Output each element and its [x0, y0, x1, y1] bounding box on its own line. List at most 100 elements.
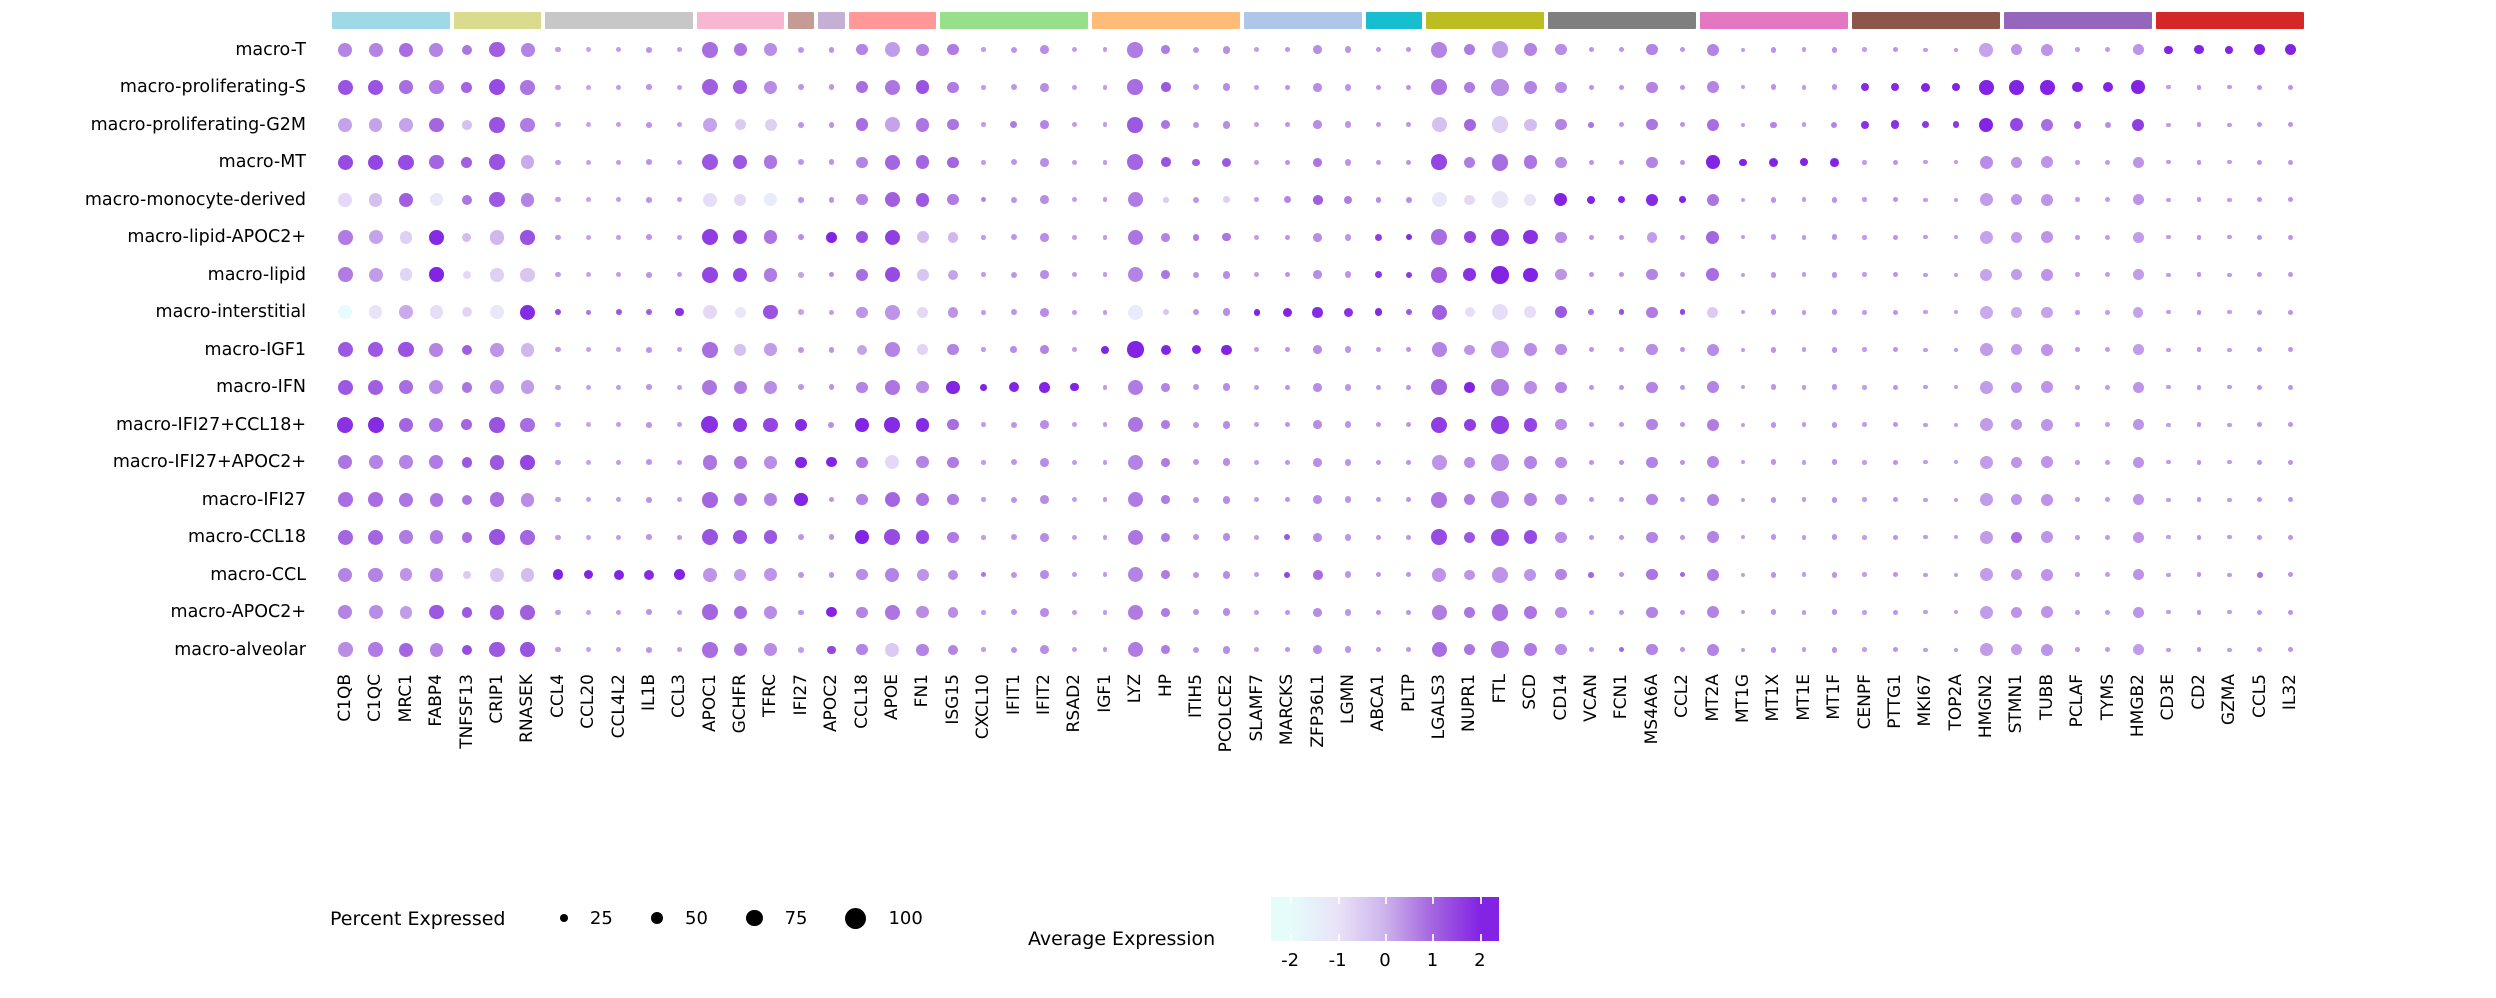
gene-label-cell-PCLAF: PCLAF [2062, 674, 2092, 727]
dot-row-macro-interstitial [330, 294, 2305, 332]
dot-macro-IFI27+CCL18+-C1QB [330, 406, 360, 444]
dot-macro-monocyte-derived-CCL18 [847, 181, 877, 219]
dot-macro-lipid-CCL4L2 [604, 256, 634, 294]
dot-macro-monocyte-derived-CXCL10 [968, 181, 998, 219]
gene-label-PCLAF: PCLAF [2067, 674, 2088, 728]
dot-macro-IGF1-MARCKS [1272, 331, 1302, 369]
dot-macro-proliferating-S-TFRC [755, 69, 785, 107]
dot-macro-MT-IFIT2 [1029, 144, 1059, 182]
dot-macro-MT-CCL4L2 [604, 144, 634, 182]
dot-macro-APOC2+-MT1E [1789, 594, 1819, 632]
dot-macro-lipid-LYZ [1120, 256, 1150, 294]
dot-macro-monocyte-derived-MKI67 [1910, 181, 1940, 219]
dot-macro-monocyte-derived-ABCA1 [1363, 181, 1393, 219]
dot-macro-IFI27+APOC2+-CRIP1 [482, 444, 512, 482]
dot-macro-interstitial-HMGB2 [2123, 294, 2153, 332]
gene-label-TUBB: TUBB [2036, 674, 2057, 721]
dot-macro-monocyte-derived-TUBB [2032, 181, 2062, 219]
gene-label-cell-LGALS3: LGALS3 [1424, 674, 1454, 739]
dot-macro-CCL18-CCL18 [847, 519, 877, 557]
dot-macro-CCL-PLTP [1394, 556, 1424, 594]
dot-macro-APOC2+-PTTG1 [1880, 594, 1910, 632]
dot-macro-proliferating-G2M-STMN1 [2001, 106, 2031, 144]
dot-macro-lipid-CCL18 [847, 256, 877, 294]
row-label-macro-proliferating-S: macro-proliferating-S [119, 77, 306, 98]
dot-macro-IFN-MT1G [1728, 369, 1758, 407]
gene-label-APOC1: APOC1 [699, 674, 720, 732]
dot-row-macro-lipid-APOC2+ [330, 219, 2305, 257]
gene-label-RSAD2: RSAD2 [1064, 674, 1085, 733]
dot-macro-MT-TUBB [2032, 144, 2062, 182]
dot-macro-lipid-CENPF [1850, 256, 1880, 294]
dot-macro-IFI27-MT1G [1728, 481, 1758, 519]
dot-macro-monocyte-derived-IGF1 [1090, 181, 1120, 219]
dot-macro-IGF1-HMGN2 [1971, 331, 2001, 369]
dot-macro-CCL-LGMN [1333, 556, 1363, 594]
dot-macro-proliferating-S-CCL20 [573, 69, 603, 107]
dot-macro-lipid-NUPR1 [1454, 256, 1484, 294]
dot-macro-APOC2+-SLAMF7 [1242, 594, 1272, 632]
dot-macro-CCL18-ABCA1 [1363, 519, 1393, 557]
dot-macro-interstitial-CD3E [2153, 294, 2183, 332]
dot-macro-CCL18-IL1B [634, 519, 664, 557]
dot-macro-IFN-APOE [877, 369, 907, 407]
gene-group-segment-6 [818, 12, 845, 29]
dot-macro-IFI27+CCL18+-APOC1 [695, 406, 725, 444]
dot-macro-CCL-IFIT1 [999, 556, 1029, 594]
dot-macro-proliferating-G2M-MARCKS [1272, 106, 1302, 144]
dot-macro-APOC2+-GCHFR [725, 594, 755, 632]
dot-macro-CCL18-HMGN2 [1971, 519, 2001, 557]
dot-row-macro-proliferating-S [330, 69, 2305, 107]
dot-macro-IFN-CCL5 [2245, 369, 2275, 407]
dot-macro-CCL18-VCAN [1576, 519, 1606, 557]
dot-macro-proliferating-S-FCN1 [1606, 69, 1636, 107]
dot-macro-IFI27+CCL18+-PCOLCE2 [1211, 406, 1241, 444]
dot-macro-IFN-RNASEK [512, 369, 542, 407]
dot-macro-CCL-FN1 [907, 556, 937, 594]
dot-macro-IFI27+CCL18+-CCL2 [1667, 406, 1697, 444]
dot-macro-IFI27+APOC2+-TYMS [2093, 444, 2123, 482]
dot-macro-APOC2+-ZFP36L1 [1303, 594, 1333, 632]
dot-macro-proliferating-S-IGF1 [1090, 69, 1120, 107]
dot-macro-IGF1-HP [1151, 331, 1181, 369]
dot-macro-CCL18-NUPR1 [1454, 519, 1484, 557]
gene-label-cell-FN1: FN1 [907, 674, 937, 707]
dot-macro-proliferating-G2M-APOE [877, 106, 907, 144]
dot-macro-alveolar-VCAN [1576, 631, 1606, 669]
dot-macro-IFN-MT1E [1789, 369, 1819, 407]
dot-macro-proliferating-G2M-GCHFR [725, 106, 755, 144]
dot-macro-lipid-APOC2+-PCOLCE2 [1211, 219, 1241, 257]
dot-macro-IFN-ZFP36L1 [1303, 369, 1333, 407]
dot-macro-CCL18-PTTG1 [1880, 519, 1910, 557]
dot-macro-IFI27-CCL20 [573, 481, 603, 519]
dot-macro-proliferating-S-SLAMF7 [1242, 69, 1272, 107]
row-label-macro-APOC2+: macro-APOC2+ [170, 602, 306, 623]
size-legend-title: Percent Expressed [330, 908, 506, 930]
dot-macro-proliferating-G2M-IFI27 [786, 106, 816, 144]
dot-macro-MT-MT1X [1758, 144, 1788, 182]
dot-macro-IFI27+APOC2+-ISG15 [938, 444, 968, 482]
dot-macro-IFI27-CCL18 [847, 481, 877, 519]
dot-macro-lipid-TOP2A [1941, 256, 1971, 294]
dot-macro-APOC2+-FABP4 [421, 594, 451, 632]
dot-macro-CCL-HMGN2 [1971, 556, 2001, 594]
gene-group-segment-11 [1365, 12, 1423, 29]
dot-macro-APOC2+-CCL3 [664, 594, 694, 632]
dot-macro-T-PTTG1 [1880, 31, 1910, 69]
dot-macro-proliferating-S-ITIH5 [1181, 69, 1211, 107]
gene-label-cell-HMGB2: HMGB2 [2123, 674, 2153, 737]
dot-macro-lipid-APOC2+-MT1G [1728, 219, 1758, 257]
dot-macro-IFI27-TYMS [2093, 481, 2123, 519]
gene-label-cell-CCL18: CCL18 [847, 674, 877, 729]
dot-macro-monocyte-derived-FN1 [907, 181, 937, 219]
dot-macro-proliferating-G2M-MT1F [1819, 106, 1849, 144]
gene-label-cell-MT2A: MT2A [1698, 674, 1728, 722]
dot-macro-interstitial-MARCKS [1272, 294, 1302, 332]
gene-label-cell-TYMS: TYMS [2093, 674, 2123, 720]
dot-macro-IFI27+APOC2+-CCL5 [2245, 444, 2275, 482]
dot-macro-CCL-MKI67 [1910, 556, 1940, 594]
dot-macro-CCL-PTTG1 [1880, 556, 1910, 594]
dot-macro-APOC2+-ABCA1 [1363, 594, 1393, 632]
dot-macro-IGF1-LGMN [1333, 331, 1363, 369]
dot-macro-CCL-CD14 [1546, 556, 1576, 594]
